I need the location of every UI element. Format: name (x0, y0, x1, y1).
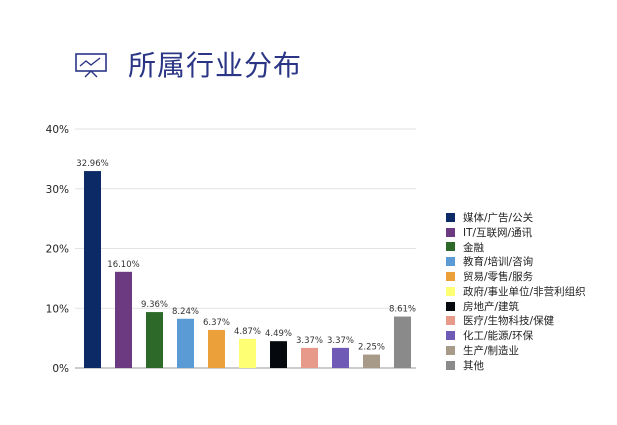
legend-item: 教育/培训/咨询 (446, 254, 586, 269)
data-label: 9.36% (141, 300, 168, 310)
legend-swatch (446, 257, 455, 267)
y-tick-label: 40% (46, 124, 69, 136)
legend-swatch (446, 301, 455, 311)
data-label: 16.10% (107, 260, 139, 270)
data-label: 8.24% (172, 307, 199, 317)
bar-4 (208, 329, 225, 368)
presentation-chart-icon (75, 52, 107, 82)
bar-6 (270, 341, 287, 368)
bar-2 (146, 312, 163, 368)
legend-label: 贸易/零售/服务 (463, 271, 534, 284)
y-tick-label: 30% (46, 184, 69, 196)
y-tick-label: 10% (46, 303, 69, 315)
data-label: 3.37% (296, 336, 323, 346)
legend-item: 媒体/广告/公关 (446, 210, 586, 225)
legend-label: 媒体/广告/公关 (463, 211, 534, 224)
legend-swatch (446, 286, 455, 296)
data-label: 8.61% (389, 305, 416, 315)
legend-swatch (446, 212, 455, 222)
legend-item: 生产/制造业 (446, 343, 586, 358)
legend-item: 其他 (446, 358, 586, 373)
data-label: 4.49% (265, 329, 292, 339)
chart-legend: 媒体/广告/公关 IT/互联网/通讯 金融教育/培训/咨询 贸易/零售/服务 政府/事业… (446, 210, 586, 373)
legend-item: IT/互联网/通讯 (446, 225, 586, 240)
legend-swatch (446, 316, 455, 326)
data-label: 3.37% (327, 336, 354, 346)
bar-10 (394, 316, 411, 368)
legend-label: 金融 (463, 241, 484, 254)
legend-label: 生产/制造业 (463, 345, 520, 358)
legend-swatch (446, 331, 455, 341)
legend-item: 贸易/零售/服务 (446, 269, 586, 284)
bar-9 (363, 354, 380, 368)
legend-swatch (446, 272, 455, 282)
page-title: 所属行业分布 (128, 49, 303, 82)
data-label: 6.37% (203, 318, 230, 328)
bar-3 (177, 318, 194, 368)
y-tick-label: 0% (52, 363, 69, 375)
legend-label: 其他 (463, 359, 484, 372)
data-label: 32.96% (76, 159, 108, 169)
legend-item: 化工/能源/环保 (446, 328, 586, 343)
legend-label: IT/互联网/通讯 (463, 226, 533, 239)
legend-label: 医疗/生物科技/保健 (463, 315, 555, 328)
legend-label: 房地产/建筑 (463, 300, 520, 313)
legend-swatch (446, 360, 455, 370)
data-label: 2.25% (358, 343, 385, 353)
legend-label: 化工/能源/环保 (463, 330, 534, 343)
y-tick-label: 20% (46, 244, 69, 256)
legend-swatch (446, 227, 455, 237)
legend-item: 金融 (446, 240, 586, 255)
bar-8 (332, 347, 349, 368)
bar-5 (239, 338, 256, 368)
legend-item: 政府/事业单位/非营利组织 (446, 284, 586, 299)
legend-swatch (446, 346, 455, 356)
legend-item: 医疗/生物科技/保健 (446, 314, 586, 329)
legend-item: 房地产/建筑 (446, 299, 586, 314)
bar-0 (84, 171, 101, 368)
data-label: 4.87% (234, 327, 261, 337)
legend-swatch (446, 242, 455, 252)
legend-label: 政府/事业单位/非营利组织 (463, 285, 586, 298)
legend-label: 教育/培训/咨询 (463, 256, 534, 269)
bar-1 (115, 271, 132, 368)
bar-7 (301, 347, 318, 368)
